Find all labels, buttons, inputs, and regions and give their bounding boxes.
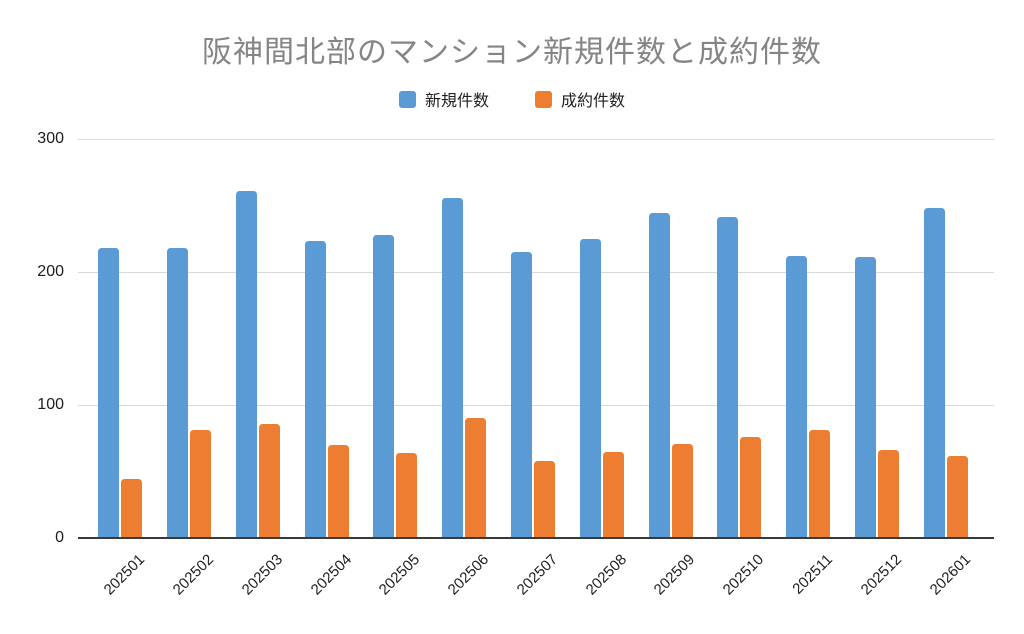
plot-bands: 202501 202502 202503 202504 202505 202506 2025… [86, 139, 980, 598]
y-axis-tick-label: 100 [37, 396, 64, 413]
bar-new-listings-202506 [442, 197, 464, 538]
legend-item-new-listings: 新規件数 [398, 87, 489, 111]
legend-label-contracts: 成約件数 [561, 93, 626, 110]
chart-title: 阪神間北部のマンション新規件数と成約件数 [202, 36, 822, 69]
x-axis-label: 202510 [719, 551, 768, 599]
bar-new-listings-202508 [579, 238, 601, 538]
category-group-202501: 202501 [86, 139, 155, 598]
y-axis-tick-label: 300 [37, 130, 64, 147]
category-group-202511: 202511 [774, 139, 843, 598]
x-axis-label: 202505 [376, 551, 424, 599]
category-group-202508: 202508 [567, 139, 636, 598]
y-axis: 0 100 200 300 [0, 130, 64, 546]
bar-contracts-202509 [671, 443, 693, 538]
category-group-202506: 202506 [430, 139, 499, 598]
bar-new-listings-202507 [510, 252, 532, 538]
bar-new-listings-202511 [786, 256, 808, 538]
bar-contracts-202506 [465, 418, 487, 538]
x-axis-label: 202512 [857, 551, 905, 599]
bar-contracts-202507 [533, 460, 555, 538]
bar-contracts-202505 [396, 452, 418, 538]
chart-legend: 新規件数 成約件数 [0, 87, 1024, 111]
bar-new-listings-202512 [854, 257, 876, 538]
bar-contracts-202504 [327, 444, 349, 538]
gridline-200 [78, 272, 994, 273]
category-group-202503: 202503 [224, 139, 293, 598]
bar-new-listings-202503 [235, 190, 257, 538]
legend-swatch-contracts-icon [535, 90, 552, 108]
bar-new-listings-202501 [98, 248, 120, 538]
legend-item-contracts: 成約件数 [535, 87, 625, 111]
gridline-100 [78, 405, 994, 406]
bar-contracts-202510 [740, 436, 762, 538]
bar-contracts-202511 [809, 430, 831, 538]
bar-contracts-202508 [602, 451, 624, 538]
legend-swatch-new-listings-icon [398, 90, 416, 108]
bar-contracts-202502 [190, 430, 212, 538]
bar-new-listings-202601 [923, 208, 945, 538]
category-group-202510: 202510 [705, 139, 774, 598]
bar-contracts-202601 [946, 455, 968, 538]
x-axis-label: 202509 [651, 551, 699, 599]
bar-new-listings-202510 [717, 217, 739, 538]
bar-contracts-202503 [258, 423, 280, 538]
x-axis-label: 202501 [100, 551, 149, 599]
category-group-202601: 202601 [911, 139, 980, 598]
bar-new-listings-202505 [373, 234, 395, 538]
x-axis-label: 202601 [926, 551, 974, 599]
bar-contracts-202501 [121, 479, 143, 538]
bar-new-listings-202504 [304, 241, 326, 538]
x-axis-line [78, 537, 994, 539]
category-group-202502: 202502 [155, 139, 224, 598]
y-axis-tick-label: 200 [37, 263, 64, 280]
category-group-202504: 202504 [292, 139, 361, 598]
category-group-202512: 202512 [842, 139, 911, 598]
category-group-202509: 202509 [636, 139, 705, 598]
y-axis-tick-label: 0 [55, 529, 64, 546]
x-axis-label: 202508 [582, 551, 630, 599]
bar-contracts-202512 [877, 450, 899, 538]
bar-new-listings-202509 [648, 213, 670, 538]
gridline-300 [78, 139, 994, 140]
plot-area: 202501 202502 202503 202504 202505 202506 2025… [78, 139, 994, 598]
x-axis-label: 202511 [789, 551, 837, 598]
x-axis-label: 202503 [238, 551, 286, 599]
legend-label-new-listings: 新規件数 [424, 93, 489, 110]
bar-new-listings-202502 [167, 248, 189, 538]
x-axis-label: 202506 [444, 551, 493, 599]
category-group-202505: 202505 [361, 139, 430, 598]
x-axis-label: 202502 [169, 551, 218, 599]
x-axis-label: 202507 [513, 551, 562, 599]
category-group-202507: 202507 [499, 139, 568, 598]
x-axis-label: 202504 [307, 551, 355, 599]
